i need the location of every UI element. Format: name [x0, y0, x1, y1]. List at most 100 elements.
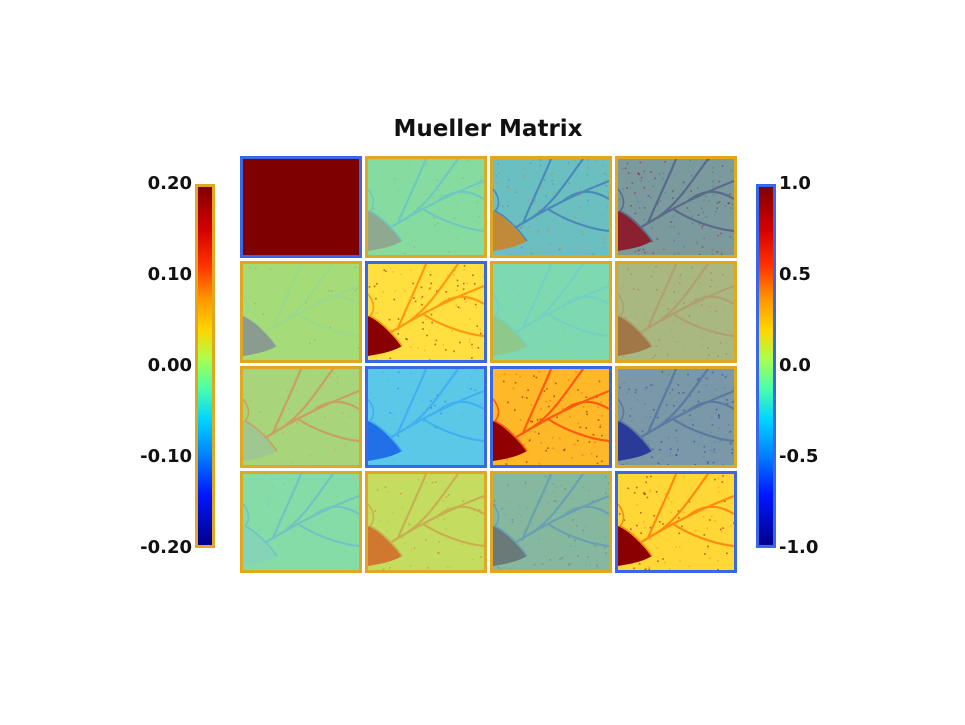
speckle [634, 192, 636, 194]
leaf-lobe [618, 316, 652, 356]
speckle [648, 490, 651, 493]
speckle [603, 172, 606, 175]
speckle [597, 419, 600, 421]
speckle [671, 190, 674, 193]
leaf-edge [493, 503, 528, 557]
speckle [714, 452, 717, 454]
speckle [430, 400, 432, 402]
speckle [334, 521, 336, 523]
speckle [634, 212, 637, 215]
speckle [704, 376, 706, 379]
speckle [654, 177, 656, 180]
speckle [677, 448, 679, 451]
leaf-vein [637, 284, 734, 335]
speckle [518, 320, 520, 323]
speckle [600, 401, 603, 404]
colorbar-left-tick-label: 0.10 [147, 264, 192, 285]
speckle [394, 290, 397, 293]
speckle [600, 215, 603, 217]
leaf-vein [282, 264, 334, 323]
leaf-vein [521, 159, 553, 224]
speckle [501, 507, 504, 510]
speckle [259, 529, 261, 531]
leaf-vein [387, 179, 484, 230]
leaf-vein [422, 418, 484, 443]
speckle [409, 346, 412, 349]
speckle [689, 210, 691, 212]
speckle [249, 399, 252, 401]
speckle [459, 307, 462, 309]
speckle [567, 564, 570, 566]
speckle [717, 491, 720, 493]
speckle [539, 418, 542, 420]
speckle [434, 224, 436, 226]
speckle [607, 482, 609, 484]
speckle [358, 516, 359, 519]
speckle [376, 312, 378, 314]
leaf-vein [387, 389, 484, 440]
speckle [648, 443, 650, 445]
speckle [650, 384, 652, 386]
speckle [523, 175, 526, 177]
speckle [389, 412, 392, 414]
speckle [374, 510, 376, 512]
speckle [682, 245, 685, 248]
speckle [643, 520, 645, 523]
speckle [662, 558, 664, 560]
speckle [500, 274, 503, 277]
speckle [675, 454, 677, 456]
speckle [726, 403, 729, 405]
leaf-vein [262, 389, 359, 440]
leaf-lobe [493, 211, 527, 251]
speckle [509, 188, 511, 190]
speckle [567, 379, 570, 381]
speckle [549, 399, 551, 402]
speckle [405, 338, 407, 340]
speckle [653, 514, 655, 517]
panel-m32 [365, 366, 487, 468]
speckle [356, 287, 359, 289]
speckle [579, 304, 581, 307]
speckle [570, 497, 573, 500]
speckle [296, 421, 298, 424]
speckle [518, 505, 521, 507]
speckle [397, 333, 399, 335]
speckle [605, 552, 608, 554]
speckle [281, 431, 284, 434]
speckle [654, 354, 657, 357]
speckle [574, 539, 576, 542]
speckle [463, 268, 465, 271]
speckle [661, 371, 664, 373]
speckle [564, 330, 567, 333]
speckle [417, 242, 420, 245]
mueller-matrix-grid [240, 156, 737, 576]
speckle [731, 448, 734, 451]
speckle [690, 174, 693, 177]
speckle [417, 347, 419, 349]
speckle [640, 179, 642, 182]
speckle [703, 199, 705, 201]
speckle [709, 305, 712, 308]
speckle [709, 449, 712, 451]
speckle [621, 464, 624, 465]
speckle [354, 266, 357, 269]
leaf-edge [618, 398, 653, 452]
speckle [649, 416, 652, 418]
speckle [497, 566, 500, 569]
speckle [622, 355, 625, 358]
speckle [434, 481, 437, 483]
speckle [349, 400, 352, 402]
speckle [267, 496, 270, 499]
speckle [334, 426, 337, 429]
panel-m43 [490, 471, 612, 573]
speckle [549, 243, 551, 246]
speckle [552, 491, 555, 493]
leaf-vein [646, 264, 678, 329]
speckle [267, 501, 270, 503]
speckle [527, 389, 529, 391]
speckle [553, 395, 555, 398]
speckle [701, 336, 704, 339]
speckle [655, 289, 658, 291]
speckle [305, 301, 307, 304]
speckle [595, 273, 597, 276]
